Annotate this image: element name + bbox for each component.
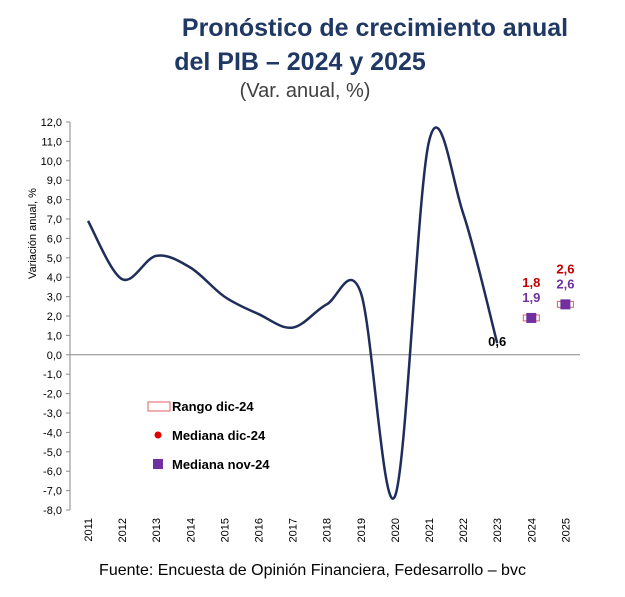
series: 0,6 1,81,9 2,62,6 (86, 126, 574, 500)
y-tick-label: -8,0 (43, 505, 62, 517)
y-tick-label: -4,0 (43, 427, 62, 439)
x-tick-label: 2022 (458, 518, 470, 542)
legend-label: Rango dic-24 (172, 399, 254, 414)
y-tick-label: 9,0 (47, 175, 62, 187)
x-tick-label: 2020 (390, 518, 402, 542)
y-tick-label: 0,0 (47, 350, 62, 362)
x-tick-label: 2023 (492, 518, 504, 542)
y-axis-title: Variación anual, % (27, 188, 39, 279)
y-axis: 12,0 11,0 10,0 9,0 8,0 7,0 6,0 5,0 4,0 3,0 2,0 1,0 0… (27, 117, 71, 517)
y-tick-label: 5,0 (47, 253, 62, 265)
y-tick-label: 3,0 (47, 292, 62, 304)
chart-subtitle: (Var. anual, %) (239, 80, 371, 102)
y-tick-label: -3,0 (43, 408, 62, 420)
y-tick-label: 10,0 (41, 156, 62, 168)
median-dic-label: 2,6 (556, 261, 574, 276)
y-tick-label: 7,0 (47, 214, 62, 226)
chart-title-line1: Pronóstico de crecimiento anual (181, 14, 569, 42)
x-axis: 2011 2012 2013 2014 2015 2016 2017 2018 2019 2020… (70, 354, 580, 542)
x-tick-label: 2024 (526, 518, 538, 542)
y-tick-label: 8,0 (47, 195, 62, 207)
y-tick-label: -2,0 (43, 389, 62, 401)
x-tick-label: 2011 (83, 518, 95, 542)
y-tick-label: 6,0 (47, 233, 62, 245)
chart-title-line2: del PIB – 2024 y 2025 (174, 48, 426, 76)
y-tick-label: -7,0 (43, 486, 62, 498)
legend-median-dic-swatch (154, 431, 162, 439)
last-value-label: 0,6 (488, 334, 506, 349)
y-tick-label: 2,0 (47, 311, 62, 323)
y-tick-label: -1,0 (43, 369, 62, 381)
x-tick-label: 2019 (356, 518, 368, 542)
y-tick-label: 1,0 (47, 330, 62, 342)
legend: Rango dic-24 Mediana dic-24 Mediana nov-24 (147, 399, 270, 472)
source-note: Fuente: Encuesta de Opinión Financiera, … (99, 562, 526, 579)
x-tick-label: 2017 (288, 518, 300, 542)
gdp-line (86, 126, 499, 500)
x-tick-label: 2025 (560, 518, 572, 542)
x-tick-label: 2018 (322, 518, 334, 542)
median-nov-point (560, 299, 571, 310)
legend-label: Mediana nov-24 (172, 457, 270, 472)
y-tick-label: -6,0 (43, 466, 62, 478)
median-nov-label: 1,9 (522, 290, 540, 305)
x-tick-label: 2013 (151, 518, 163, 542)
legend-range-swatch (147, 401, 171, 412)
x-tick-label: 2016 (254, 518, 266, 542)
x-tick-label: 2012 (117, 518, 129, 542)
legend-label: Mediana dic-24 (172, 428, 266, 443)
median-dic-label: 1,8 (522, 275, 540, 290)
median-nov-label: 2,6 (556, 276, 574, 291)
y-tick-label: 12,0 (41, 117, 62, 129)
x-tick-label: 2015 (219, 518, 231, 542)
legend-median-nov-swatch (153, 459, 163, 469)
x-tick-label: 2014 (185, 518, 197, 542)
y-tick-label: 11,0 (41, 136, 62, 148)
y-tick-label: 4,0 (47, 272, 62, 284)
median-nov-point (526, 312, 537, 323)
x-tick-label: 2021 (424, 518, 436, 542)
y-tick-label: -5,0 (43, 447, 62, 459)
